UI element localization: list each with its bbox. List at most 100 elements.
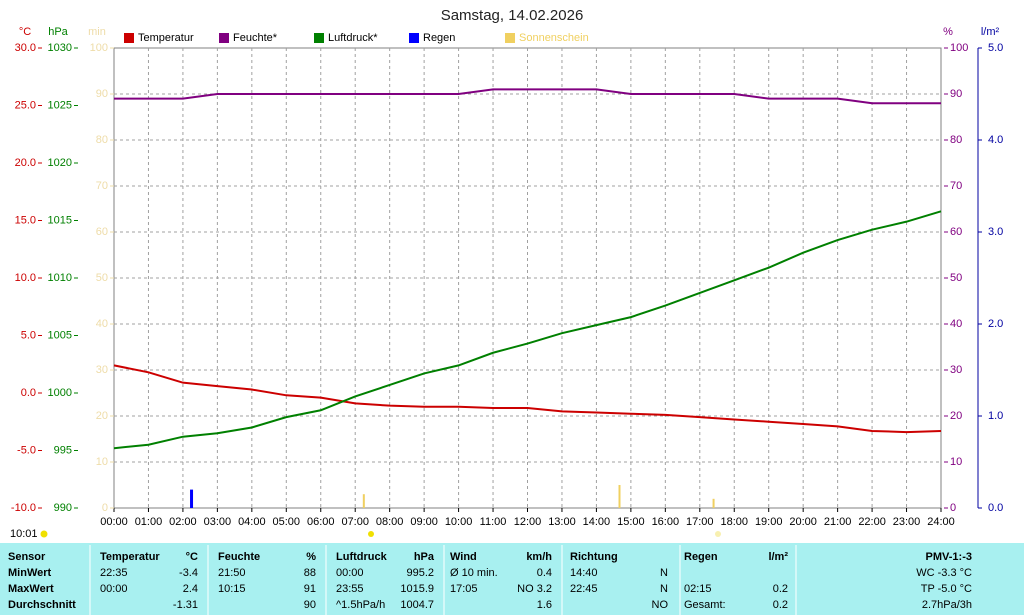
- y-tick-label: -5.0: [17, 444, 36, 456]
- y-tick-label: 90: [96, 88, 108, 100]
- x-tick-label: 14:00: [583, 516, 611, 528]
- x-tick-label: 01:00: [135, 516, 163, 528]
- y-tick-label: 4.0: [988, 134, 1003, 146]
- y-tick-label: 20.0: [15, 157, 36, 169]
- axis-title: l/m²: [981, 26, 1000, 38]
- x-tick-label: 02:00: [169, 516, 197, 528]
- axis-title: hPa: [48, 26, 68, 38]
- table-cell: 23:55: [336, 583, 364, 595]
- table-cell: MinWert: [8, 567, 52, 579]
- y-tick-label: 2.0: [988, 318, 1003, 330]
- y-tick-label: 20: [950, 410, 962, 422]
- x-tick-label: 18:00: [720, 516, 748, 528]
- x-tick-label: 20:00: [789, 516, 817, 528]
- table-header: °C: [186, 551, 198, 563]
- legend-label: Sonnenschein: [519, 32, 589, 44]
- x-tick-label: 21:00: [824, 516, 852, 528]
- bar: [362, 494, 365, 508]
- table-cell: 0.2: [773, 583, 788, 595]
- sun-marker: [40, 530, 48, 538]
- axis-title: °C: [19, 26, 31, 38]
- y-tick-label: 10: [950, 456, 962, 468]
- x-tick-label: 22:00: [858, 516, 886, 528]
- table-header: l/m²: [768, 551, 788, 563]
- y-tick-label: 80: [950, 134, 962, 146]
- y-tick-label: 0: [950, 502, 956, 514]
- table-cell: 90: [304, 599, 316, 611]
- table-cell: Gesamt:: [684, 599, 726, 611]
- x-tick-label: 06:00: [307, 516, 335, 528]
- table-cell: 10:15: [218, 583, 246, 595]
- y-tick-label: 5.0: [988, 42, 1003, 54]
- y-tick-label: 1010: [48, 272, 72, 284]
- table-background: [0, 543, 1024, 615]
- y-tick-label: 100: [950, 42, 968, 54]
- series-line: [113, 210, 942, 450]
- x-tick-label: 05:00: [273, 516, 301, 528]
- y-tick-label: 90: [950, 88, 962, 100]
- y-tick-label: 40: [950, 318, 962, 330]
- bar: [190, 489, 194, 508]
- table-cell: -1.31: [173, 599, 198, 611]
- y-tick-label: 10.0: [15, 272, 36, 284]
- table-header: Richtung: [570, 551, 618, 563]
- legend-swatch: [314, 33, 324, 43]
- table-cell: 22:45: [570, 583, 598, 595]
- y-tick-label: 60: [96, 226, 108, 238]
- sunrise-marker: [368, 531, 374, 537]
- table-cell: WC -3.3 °C: [916, 567, 972, 579]
- y-tick-label: 50: [950, 272, 962, 284]
- x-tick-label: 12:00: [514, 516, 542, 528]
- axis-title: %: [943, 26, 953, 38]
- table-cell: 1004.7: [400, 599, 434, 611]
- table-cell: 0.4: [537, 567, 552, 579]
- y-tick-label: 1020: [48, 157, 72, 169]
- table-cell: 14:40: [570, 567, 598, 579]
- x-tick-label: 09:00: [410, 516, 438, 528]
- x-tick-label: 03:00: [204, 516, 232, 528]
- y-tick-label: 1025: [48, 99, 72, 111]
- table-cell: 995.2: [406, 567, 434, 579]
- table-header: Feuchte: [218, 551, 260, 563]
- y-tick-label: 50: [96, 272, 108, 284]
- x-tick-label: 23:00: [893, 516, 921, 528]
- x-tick-label: 16:00: [652, 516, 680, 528]
- table-cell: 00:00: [100, 583, 128, 595]
- y-tick-label: 0.0: [21, 387, 36, 399]
- y-tick-label: 995: [54, 444, 72, 456]
- y-tick-label: -10.0: [11, 502, 36, 514]
- y-tick-label: 70: [950, 180, 962, 192]
- table-cell: 22:35: [100, 567, 128, 579]
- table-cell: 21:50: [218, 567, 246, 579]
- axis-title: min: [88, 26, 106, 38]
- legend-swatch: [124, 33, 134, 43]
- bar: [618, 485, 621, 508]
- x-tick-label: 13:00: [548, 516, 576, 528]
- table-cell: Ø 10 min.: [450, 567, 498, 579]
- table-header: km/h: [526, 551, 552, 563]
- table-cell: 2.7hPa/3h: [922, 599, 972, 611]
- y-tick-label: 30: [96, 364, 108, 376]
- y-tick-label: 1005: [48, 329, 72, 341]
- table-header: Sensor: [8, 551, 46, 563]
- time-label: 10:01: [10, 528, 38, 540]
- chart-title: Samstag, 14.02.2026: [441, 7, 584, 24]
- legend-label: Temperatur: [138, 32, 194, 44]
- y-tick-label: 0: [102, 502, 108, 514]
- legend-label: Regen: [423, 32, 455, 44]
- y-tick-label: 30: [950, 364, 962, 376]
- table-cell: 91: [304, 583, 316, 595]
- x-tick-label: 08:00: [376, 516, 404, 528]
- table-header: Temperatur: [100, 551, 160, 563]
- legend-swatch: [409, 33, 419, 43]
- table-header: PMV-1:-3: [926, 551, 972, 563]
- y-tick-label: 60: [950, 226, 962, 238]
- series-line: [113, 364, 942, 434]
- x-tick-label: 10:00: [445, 516, 473, 528]
- y-tick-label: 1000: [48, 387, 72, 399]
- series-line: [114, 88, 941, 105]
- table-header: hPa: [414, 551, 435, 563]
- table-cell: 2.4: [183, 583, 198, 595]
- x-tick-label: 17:00: [686, 516, 714, 528]
- x-tick-label: 07:00: [341, 516, 369, 528]
